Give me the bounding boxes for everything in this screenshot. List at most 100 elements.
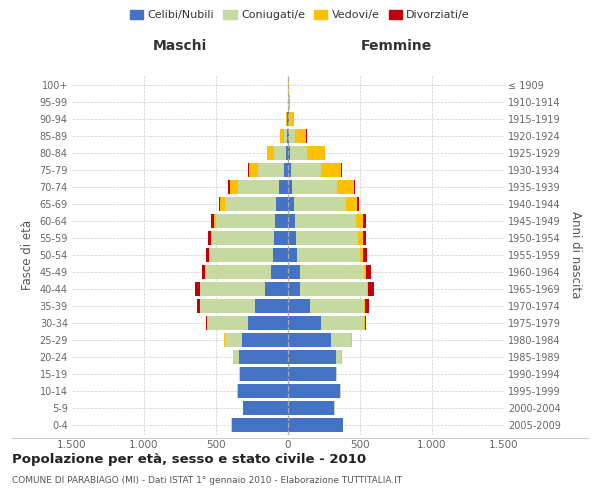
Bar [335,367,337,381]
Bar [280,129,284,143]
Bar [321,163,341,177]
Bar [321,316,364,330]
Text: Maschi: Maschi [153,38,207,52]
Bar [277,197,288,211]
Bar [368,282,374,296]
Bar [288,197,294,211]
Bar [288,265,299,279]
Bar [367,282,368,296]
Bar [280,180,288,194]
Bar [238,180,280,194]
Bar [365,316,366,330]
Legend: Celibi/Nubili, Coniugati/e, Vedovi/e, Divorziati/e: Celibi/Nubili, Coniugati/e, Vedovi/e, Di… [125,6,475,25]
Bar [366,265,371,279]
Bar [284,163,288,177]
Bar [216,214,275,228]
Bar [288,214,295,228]
Y-axis label: Fasce di età: Fasce di età [21,220,34,290]
Bar [288,384,340,398]
Bar [202,265,205,279]
Bar [273,248,288,262]
Bar [238,384,288,398]
Bar [233,350,239,364]
Bar [255,299,288,313]
Bar [212,231,274,245]
Text: Popolazione per età, sesso e stato civile - 2010: Popolazione per età, sesso e stato civil… [12,452,366,466]
Bar [248,316,288,330]
Bar [288,401,334,415]
Bar [363,214,367,228]
Bar [275,214,288,228]
Bar [206,265,271,279]
Bar [242,333,288,347]
Text: Femmine: Femmine [361,38,431,52]
Bar [288,333,331,347]
Bar [267,146,274,160]
Bar [289,129,295,143]
Bar [249,163,258,177]
Bar [289,95,290,109]
Bar [288,180,292,194]
Bar [237,384,238,398]
Bar [239,367,241,381]
Bar [232,418,288,432]
Bar [288,367,335,381]
Bar [208,231,211,245]
Bar [290,112,295,126]
Bar [296,248,360,262]
Bar [288,146,290,160]
Bar [365,299,368,313]
Bar [354,180,355,194]
Bar [265,282,288,296]
Bar [230,180,238,194]
Bar [331,333,352,347]
Bar [340,384,341,398]
Bar [287,112,288,126]
Bar [271,265,288,279]
Bar [294,197,346,211]
Bar [241,367,288,381]
Bar [346,197,357,211]
Bar [290,146,307,160]
Bar [274,146,286,160]
Bar [299,282,367,296]
Bar [288,129,289,143]
Bar [288,112,289,126]
Bar [195,282,200,296]
Bar [286,112,287,126]
Bar [224,333,242,347]
Bar [287,129,288,143]
Text: COMUNE DI PARABIAGO (MI) - Dati ISTAT 1° gennaio 2010 - Elaborazione TUTTITALIA.: COMUNE DI PARABIAGO (MI) - Dati ISTAT 1°… [12,476,402,485]
Bar [200,282,265,296]
Bar [358,231,363,245]
Bar [224,197,277,211]
Bar [220,197,224,211]
Bar [364,299,365,313]
Bar [200,299,255,313]
Bar [357,197,359,211]
Bar [258,163,284,177]
Bar [360,248,363,262]
Bar [206,316,207,330]
Bar [288,316,321,330]
Bar [307,146,325,160]
Bar [356,214,363,228]
Bar [364,265,366,279]
Bar [289,112,290,126]
Bar [248,163,249,177]
Bar [219,197,220,211]
Bar [363,248,367,262]
Bar [288,350,335,364]
Bar [214,214,216,228]
Bar [211,231,212,245]
Bar [284,129,287,143]
Bar [363,231,367,245]
Bar [288,418,343,432]
Bar [299,265,364,279]
Bar [310,299,364,313]
Bar [209,248,273,262]
Bar [239,350,288,364]
Bar [286,146,288,160]
Bar [288,282,299,296]
Bar [341,163,342,177]
